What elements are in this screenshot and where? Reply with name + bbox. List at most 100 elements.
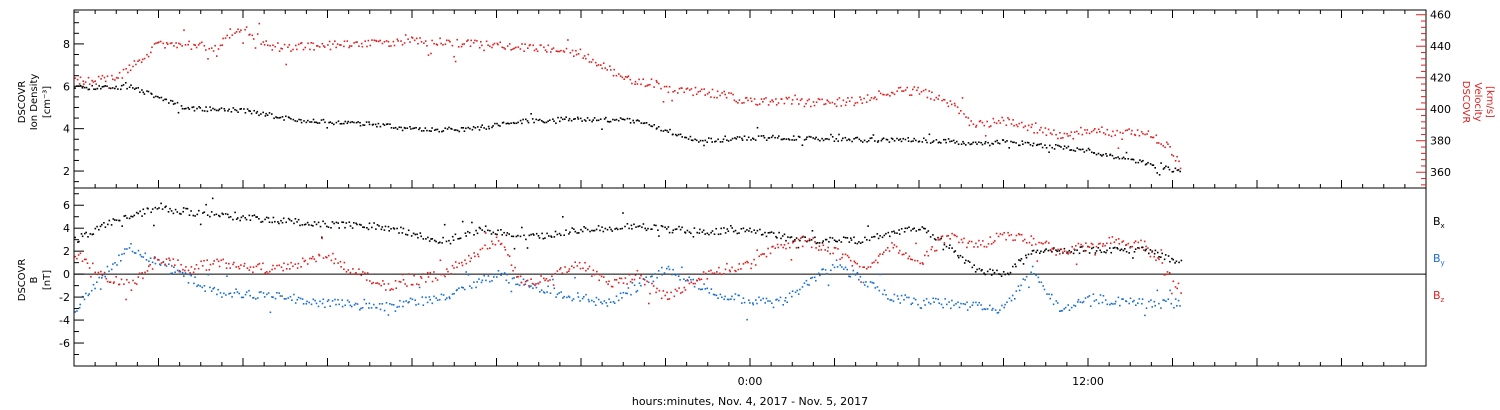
density-point <box>410 128 412 130</box>
by-point <box>962 303 965 305</box>
bz-point <box>756 249 758 251</box>
velocity-point <box>350 45 353 47</box>
bx-point <box>1015 265 1017 268</box>
by-point <box>953 304 955 307</box>
by-point <box>856 271 859 274</box>
velocity-point <box>904 89 907 91</box>
bx-point <box>560 234 562 237</box>
velocity-point <box>990 125 992 127</box>
bz-point <box>564 266 566 268</box>
bx-point <box>732 230 735 233</box>
b-component-legend: Bx By Bz <box>1433 215 1445 304</box>
velocity-point <box>758 103 761 105</box>
density-point <box>1127 158 1129 160</box>
by-point <box>291 299 293 301</box>
bx-point <box>137 212 140 215</box>
bx-point <box>876 233 879 235</box>
bz-point <box>987 243 990 245</box>
by-point <box>830 269 832 272</box>
density-point <box>778 135 780 137</box>
density-point <box>969 143 971 146</box>
bx-point <box>237 217 239 219</box>
bz-point <box>911 258 914 261</box>
by-point <box>997 311 1000 314</box>
density-point <box>609 120 612 123</box>
density-point <box>165 98 168 101</box>
density-point <box>1132 158 1135 161</box>
density-point <box>632 119 634 122</box>
bz-point <box>692 282 695 285</box>
velocity-point <box>387 40 390 43</box>
density-point <box>1076 147 1078 149</box>
bx-point <box>1078 252 1081 255</box>
bz-point <box>243 265 245 267</box>
velocity-point <box>272 44 274 46</box>
bx-point <box>828 241 830 243</box>
bx-point <box>929 236 932 238</box>
bz-point <box>790 259 793 261</box>
by-point <box>801 286 804 288</box>
bz-point <box>220 259 222 262</box>
bz-point <box>662 290 665 292</box>
bz-point <box>814 241 816 243</box>
by-point <box>1098 302 1100 305</box>
density-point <box>677 133 680 136</box>
bz-point <box>352 268 354 270</box>
by-point <box>317 305 320 308</box>
by-point <box>120 260 122 262</box>
velocity-point <box>208 47 210 50</box>
bz-point <box>465 262 468 265</box>
density-point <box>567 119 570 122</box>
bz-point <box>626 283 628 285</box>
bx-point <box>903 231 906 233</box>
by-point <box>994 309 997 311</box>
bx-point <box>232 218 234 221</box>
bz-point <box>473 252 475 254</box>
bz-point <box>322 257 325 259</box>
density-point <box>926 141 928 144</box>
velocity-point <box>427 54 430 56</box>
by-point <box>1169 289 1171 292</box>
by-point <box>444 298 447 301</box>
velocity-point <box>650 78 653 80</box>
bz-point <box>1180 292 1182 294</box>
density-point <box>1091 151 1093 154</box>
by-point <box>672 268 674 271</box>
bz-point <box>1083 249 1086 252</box>
density-point <box>508 122 510 125</box>
bz-point <box>794 240 796 242</box>
by-point <box>297 296 300 299</box>
bz-point <box>742 263 745 265</box>
bz-point <box>108 281 111 283</box>
bz-point <box>658 289 661 292</box>
density-point <box>300 121 303 124</box>
density-point <box>689 135 692 138</box>
bx-point <box>633 223 635 226</box>
velocity-point <box>159 40 162 43</box>
velocity-point <box>543 46 545 49</box>
by-point <box>184 272 187 274</box>
velocity-point <box>147 55 150 58</box>
by-point <box>704 288 707 290</box>
velocity-point <box>322 45 325 47</box>
velocity-point <box>409 41 411 43</box>
bz-point <box>907 257 909 260</box>
bz-point <box>209 263 212 266</box>
density-point <box>783 138 785 140</box>
bz-point <box>954 234 956 237</box>
velocity-point <box>184 44 187 46</box>
by-point <box>487 275 490 277</box>
velocity-point <box>245 26 248 28</box>
bz-point <box>349 271 352 274</box>
velocity-point <box>135 63 137 66</box>
velocity-point <box>513 47 516 50</box>
by-point <box>938 302 940 304</box>
bz-point <box>1091 243 1094 246</box>
density-point <box>1165 165 1167 168</box>
velocity-point <box>292 48 294 51</box>
velocity-point <box>1053 129 1055 131</box>
bx-point <box>1094 252 1097 254</box>
velocity-point <box>478 46 481 49</box>
bx-point <box>84 232 86 235</box>
